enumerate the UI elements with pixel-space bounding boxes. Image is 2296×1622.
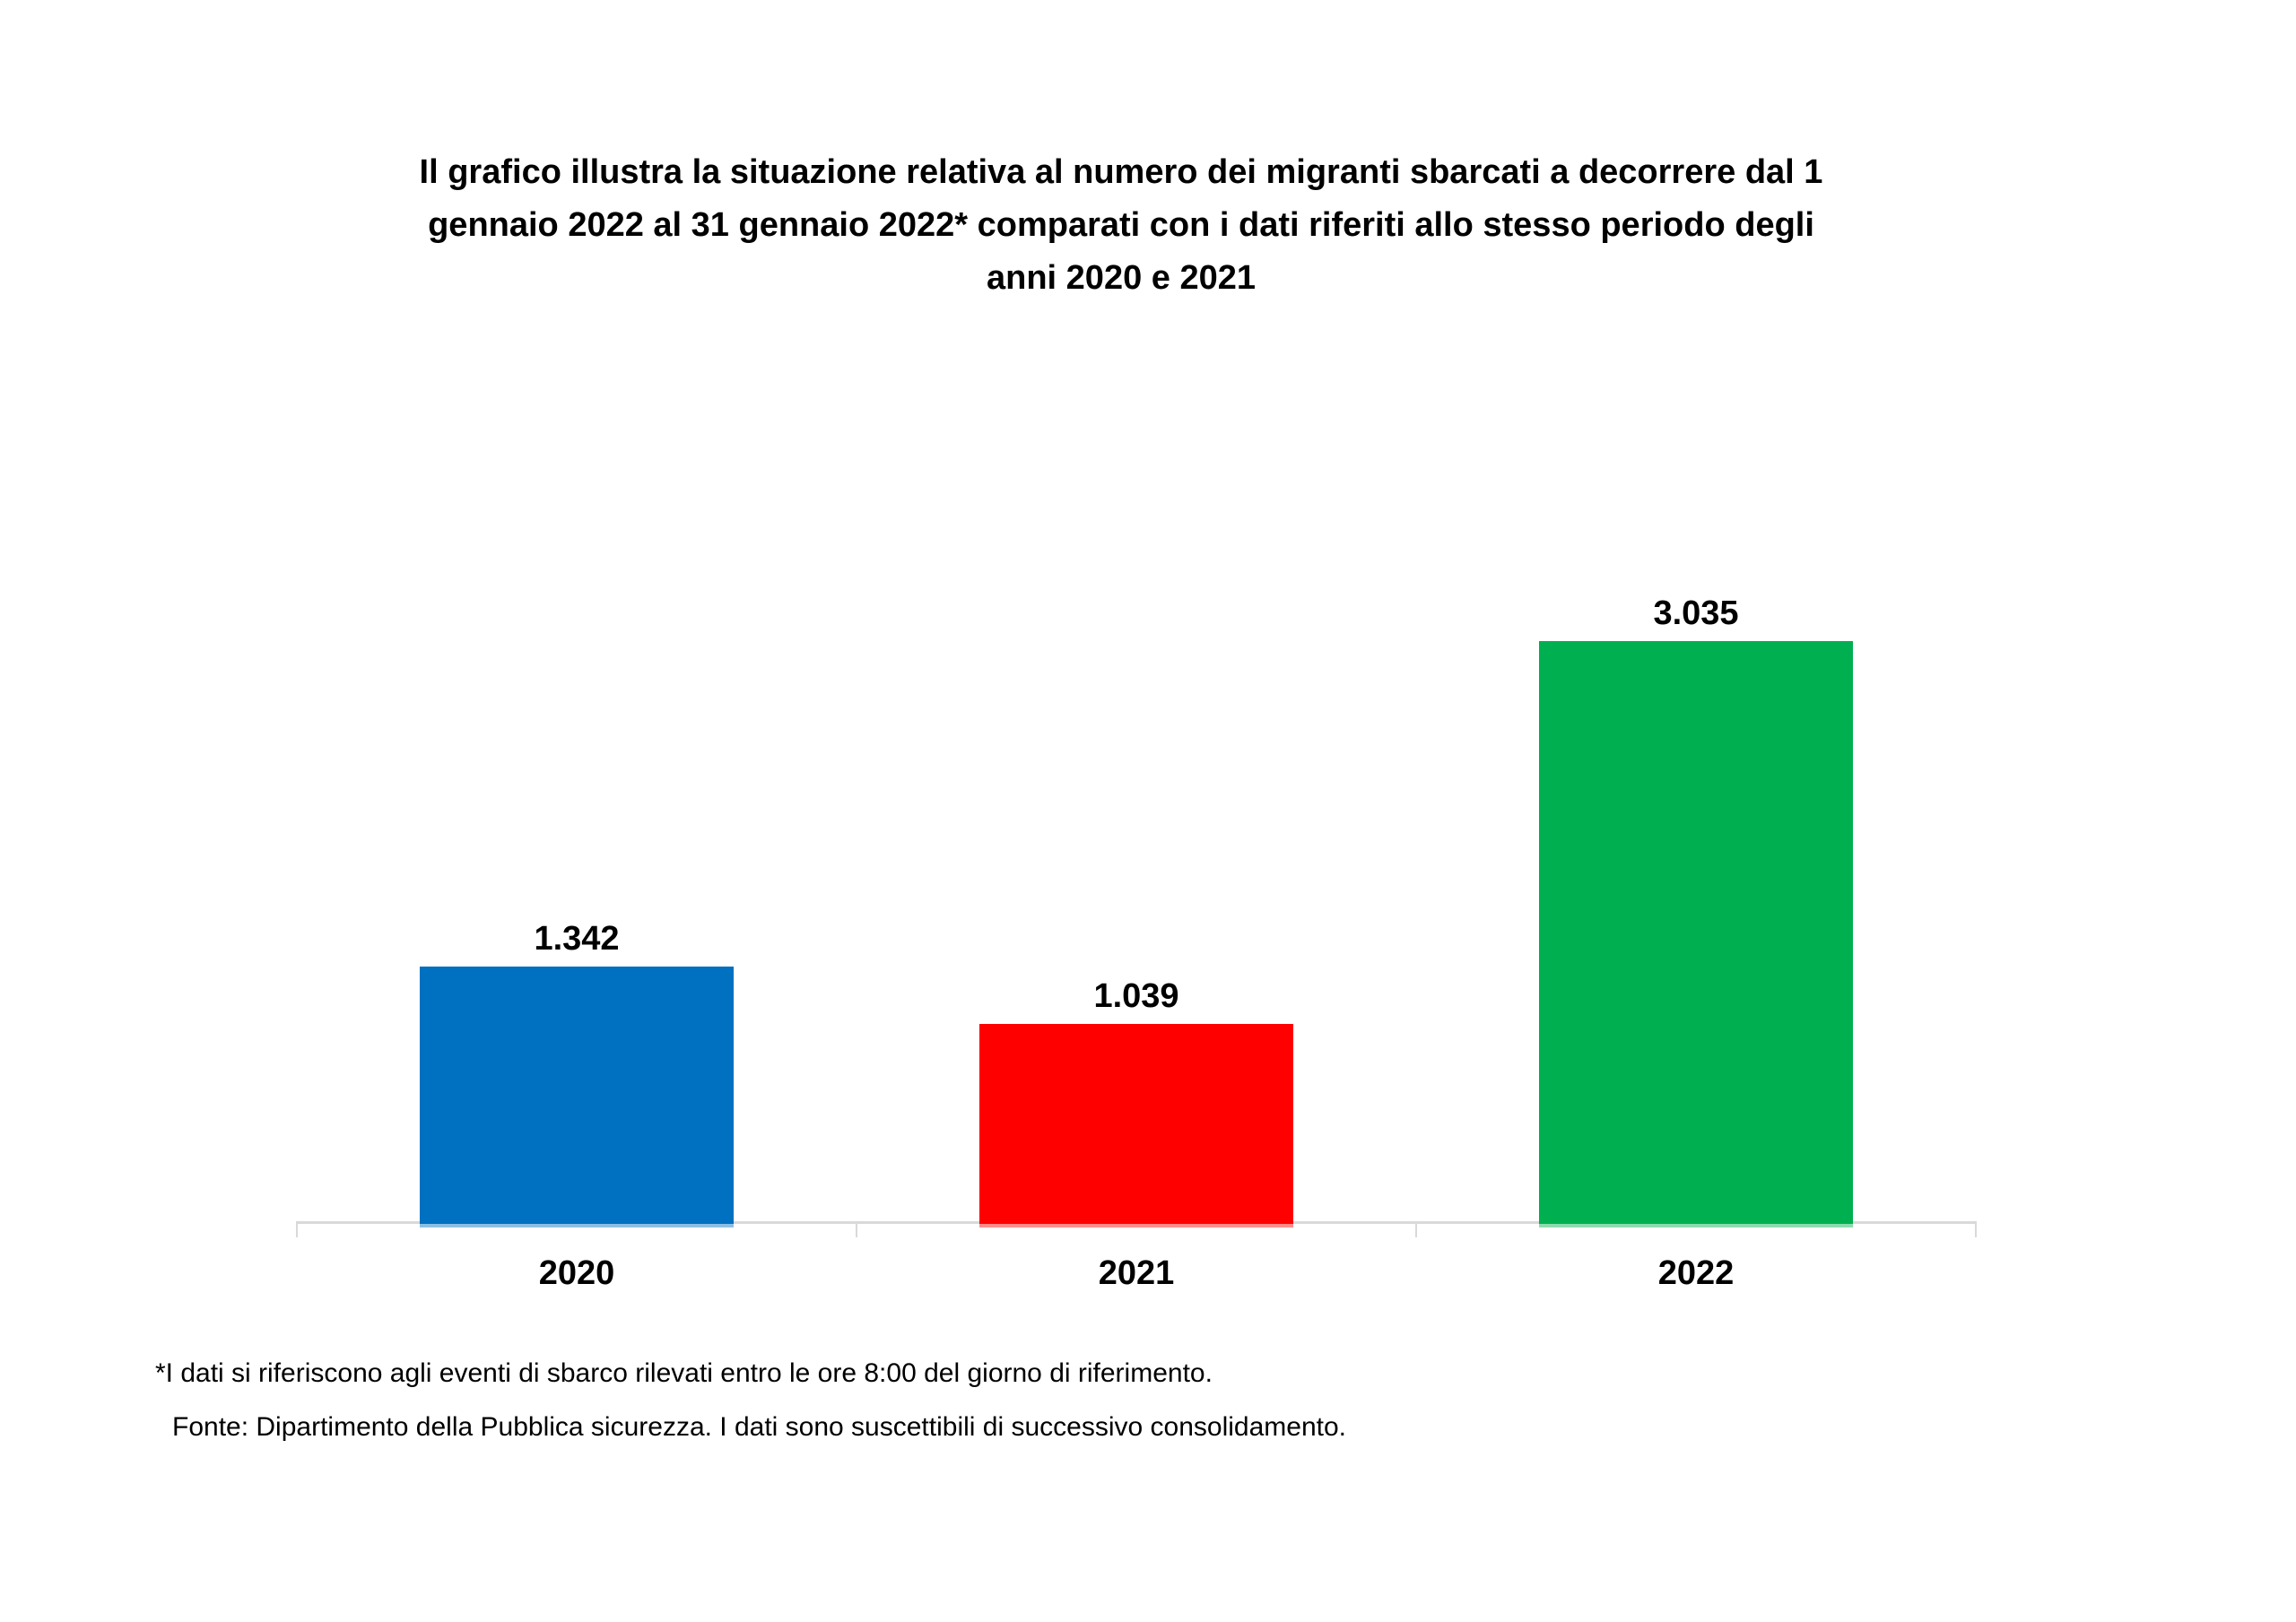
x-axis-label-2021: 2021 [1098, 1254, 1175, 1292]
x-axis-label-2022: 2022 [1657, 1254, 1735, 1292]
x-axis-tick [296, 1221, 298, 1237]
bar-value-label-2022: 3.035 [1653, 594, 1739, 632]
x-axis-tick [1975, 1221, 1977, 1237]
bar-value-label-2021: 1.039 [1093, 977, 1179, 1015]
chart-title-line-3: anni 2020 e 2021 [987, 259, 1256, 297]
bar-value-label-2020: 1.342 [534, 920, 620, 958]
bar-baseline-stripe [420, 1224, 734, 1227]
footnote-source: Fonte: Dipartimento della Pubblica sicur… [172, 1412, 1346, 1442]
chart-title-line-2: gennaio 2022 al 31 gennaio 2022* compara… [428, 206, 1814, 244]
bar-baseline-stripe [979, 1224, 1293, 1227]
x-axis-label-2020: 2020 [538, 1254, 615, 1292]
bar-baseline-stripe [1539, 1224, 1853, 1227]
bar-2021 [979, 1024, 1293, 1224]
bar-2020 [420, 967, 734, 1224]
chart-title-line-1: Il grafico illustra la situazione relati… [419, 153, 1823, 191]
x-axis-tick [1415, 1221, 1417, 1237]
x-axis-tick [856, 1221, 857, 1237]
chart-title: Il grafico illustra la situazione relati… [345, 146, 1897, 305]
footnote-data-note: *I dati si riferiscono agli eventi di sb… [155, 1358, 1213, 1388]
bar-2022 [1539, 641, 1853, 1224]
